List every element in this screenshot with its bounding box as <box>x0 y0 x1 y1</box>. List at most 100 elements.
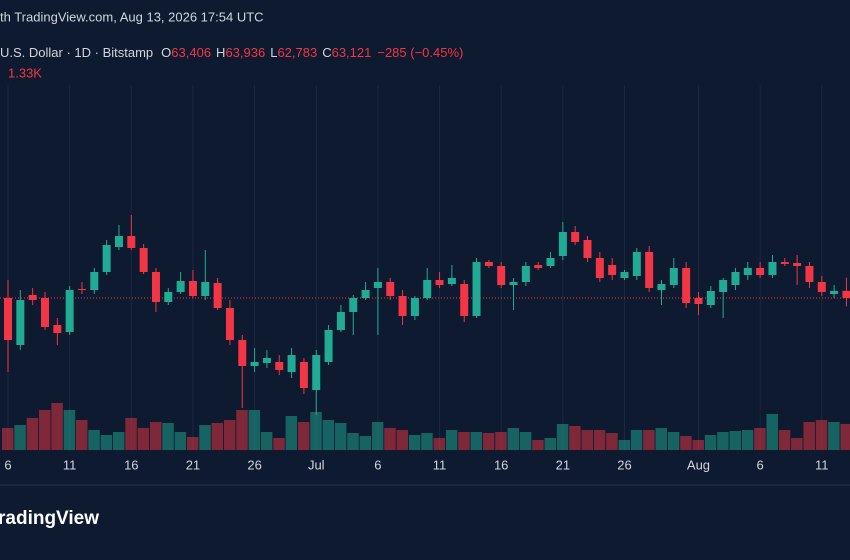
candle-body <box>706 291 715 305</box>
volume-bar <box>186 437 199 450</box>
x-tick-label: 6 <box>374 457 381 472</box>
volume-bar <box>334 423 347 450</box>
volume-bar <box>556 424 569 450</box>
volume-bar <box>51 403 63 450</box>
candle-body <box>608 265 617 275</box>
volume-bar <box>396 430 409 450</box>
candle-body <box>509 282 518 285</box>
volume-bar <box>606 433 618 450</box>
candle-body <box>472 262 481 316</box>
volume-bar <box>248 410 261 450</box>
volume-bar <box>408 435 421 450</box>
volume-bar <box>618 440 630 450</box>
candle-body <box>275 362 284 370</box>
volume-bar <box>211 423 224 450</box>
volume-bar <box>458 432 470 450</box>
volume-bar <box>63 410 76 450</box>
candle-body <box>657 284 666 290</box>
candle-body <box>139 248 148 272</box>
volume-bar <box>778 430 791 450</box>
candle-body <box>127 236 136 248</box>
candle-body <box>176 281 185 292</box>
candle-body <box>102 245 111 272</box>
candle-body <box>164 292 173 302</box>
volume-bar <box>236 410 248 450</box>
candle-body <box>632 252 641 276</box>
volume-bar <box>297 422 310 450</box>
x-tick-label: 21 <box>556 457 570 472</box>
volume-bar <box>729 431 741 450</box>
candle-body <box>558 232 567 256</box>
legend-key: H <box>216 45 225 60</box>
candle-body <box>435 280 444 285</box>
volume-bar <box>384 428 396 450</box>
volume-bar <box>347 433 359 450</box>
candle-body <box>546 258 555 266</box>
candle-body <box>28 295 37 300</box>
candle-body <box>324 330 333 362</box>
volume-bar <box>692 440 704 450</box>
legend-key: L <box>270 45 277 60</box>
x-tick-label: 11 <box>433 457 447 472</box>
candle-body <box>287 355 296 372</box>
volume-bar <box>717 432 729 450</box>
candle-body <box>16 300 25 345</box>
volume-bar <box>162 423 174 450</box>
volume-bar <box>421 433 433 450</box>
volume-bar <box>643 430 655 450</box>
candle-body <box>793 263 802 266</box>
volume-bar <box>766 414 778 450</box>
candle-body <box>386 282 395 296</box>
candle-body <box>349 298 358 312</box>
candle-body <box>65 290 74 332</box>
volume-bar <box>260 432 273 450</box>
volume-bar <box>174 432 187 450</box>
volume-bar <box>741 430 754 450</box>
candle-body <box>817 282 826 292</box>
candle-body <box>213 283 222 308</box>
volume-bar <box>14 425 26 450</box>
volume-bar <box>149 422 162 450</box>
volume-bar <box>655 428 667 450</box>
candle-body <box>669 268 678 285</box>
candle-body <box>768 262 777 275</box>
candle-body <box>250 362 259 366</box>
candle-body <box>447 278 456 284</box>
volume-bar <box>569 426 581 450</box>
volume-bar <box>88 430 100 450</box>
candle-body <box>805 266 814 282</box>
candle-body <box>423 280 432 298</box>
x-tick-label: Jul <box>308 457 325 472</box>
volume-bar <box>273 438 285 450</box>
legend-value: 63,406 <box>171 45 211 60</box>
candle-body <box>53 325 62 333</box>
volume-bar <box>38 410 51 450</box>
candle-body <box>410 298 419 316</box>
x-tick-label: 11 <box>815 457 829 472</box>
volume-bar <box>544 438 557 450</box>
candle-body <box>201 282 210 296</box>
candle-body <box>521 266 530 282</box>
candle-body <box>90 272 99 290</box>
volume-bar <box>470 432 483 450</box>
candle-body <box>373 282 382 288</box>
volume-bar <box>223 420 236 450</box>
legend-value: 62,783 <box>277 45 317 60</box>
x-tick-label: 16 <box>494 457 508 472</box>
candle-body <box>361 290 370 298</box>
volume-bar <box>803 422 815 450</box>
volume-bar <box>519 432 532 450</box>
volume-bar <box>112 432 125 450</box>
candle-body <box>756 268 765 275</box>
x-tick-label: Aug <box>687 457 710 472</box>
volume-bar <box>495 432 507 450</box>
candle-body <box>595 258 604 278</box>
volume-label: 1.33K <box>8 65 42 80</box>
candle-body <box>4 298 12 340</box>
brand: radingView <box>0 508 99 529</box>
candle-body <box>336 312 345 330</box>
volume-bar <box>359 436 372 450</box>
candle-body <box>719 280 728 292</box>
volume-bar <box>482 433 495 450</box>
